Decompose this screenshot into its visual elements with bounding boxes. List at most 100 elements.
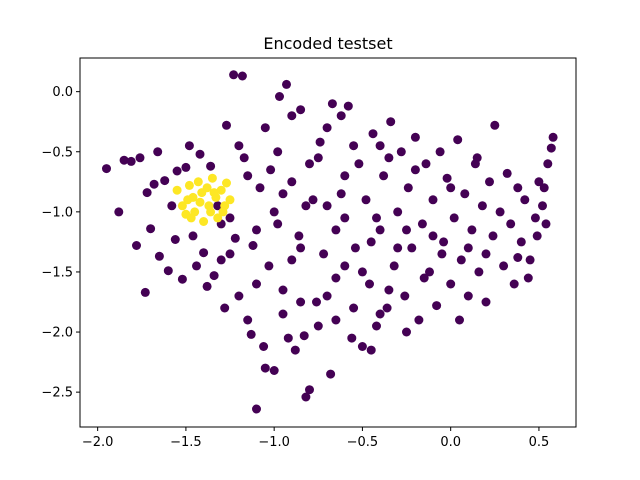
data-point-0-17 (177, 274, 187, 284)
data-point-1-13 (213, 213, 223, 223)
data-point-0-4 (132, 241, 141, 250)
data-point-0-59 (308, 195, 318, 205)
data-point-0-108 (481, 249, 491, 259)
data-point-0-117 (513, 183, 523, 193)
data-point-0-10 (153, 147, 163, 157)
data-point-0-106 (474, 267, 484, 277)
data-point-0-171 (366, 345, 376, 355)
data-point-0-66 (331, 273, 341, 283)
data-point-0-56 (299, 331, 309, 341)
x-tick-label: −1.0 (258, 435, 290, 450)
data-point-0-30 (222, 120, 231, 130)
data-point-0-149 (437, 249, 447, 259)
data-point-0-103 (463, 291, 473, 301)
data-point-0-145 (296, 243, 306, 253)
data-point-0-146 (331, 225, 341, 235)
data-point-0-18 (181, 162, 191, 172)
data-point-0-62 (319, 249, 329, 259)
data-point-0-49 (278, 285, 288, 295)
axes-frame (79, 57, 577, 428)
data-point-0-9 (149, 179, 159, 189)
data-point-1-3 (184, 180, 194, 190)
data-point-0-119 (520, 195, 530, 205)
data-point-0-91 (421, 159, 431, 169)
data-point-0-47 (273, 219, 283, 229)
data-point-0-42 (259, 342, 269, 351)
data-point-0-53 (290, 345, 300, 355)
y-axis: 0.0 −0.5 −1.0 −1.5 −2.0 −2.5 (41, 85, 80, 401)
data-point-0-152 (313, 321, 323, 331)
data-point-1-7 (195, 197, 205, 207)
data-point-0-63 (322, 201, 332, 211)
data-point-0-12 (160, 176, 170, 186)
data-point-0-143 (472, 153, 482, 163)
data-point-0-85 (400, 291, 410, 301)
data-point-0-138 (305, 159, 314, 169)
data-point-1-18 (186, 213, 196, 223)
data-point-0-123 (538, 201, 547, 211)
data-point-0-48 (275, 92, 284, 101)
data-point-0-154 (384, 285, 394, 295)
data-point-0-43 (260, 363, 270, 373)
data-point-1-19 (206, 207, 216, 217)
x-tick-label: −0.5 (347, 435, 379, 450)
data-point-0-13 (163, 266, 173, 276)
data-point-0-37 (243, 315, 253, 325)
data-point-0-111 (490, 120, 500, 130)
data-point-0-77 (372, 321, 381, 331)
x-tick-label: −1.5 (170, 435, 202, 450)
data-point-0-178 (336, 189, 346, 199)
data-point-0-61 (315, 137, 325, 147)
data-point-0-126 (546, 143, 556, 153)
data-point-0-27 (213, 201, 223, 211)
data-point-0-95 (435, 147, 445, 157)
data-point-0-32 (229, 70, 239, 80)
data-point-0-16 (172, 166, 182, 176)
y-tick-label: −2.5 (41, 386, 73, 401)
data-point-0-88 (410, 132, 420, 142)
data-point-0-22 (195, 149, 205, 159)
data-point-0-69 (343, 101, 353, 111)
data-point-0-72 (354, 159, 364, 169)
data-point-0-99 (449, 213, 459, 223)
data-point-1-1 (177, 201, 187, 211)
data-point-0-97 (442, 173, 452, 183)
data-point-0-112 (495, 207, 505, 217)
data-point-0-168 (455, 315, 464, 325)
data-point-0-64 (326, 369, 336, 379)
data-point-0-144 (269, 207, 279, 217)
data-point-0-55 (296, 105, 306, 115)
data-point-0-98 (446, 279, 456, 289)
y-tick-label: −1.5 (41, 265, 73, 280)
data-point-0-139 (340, 171, 350, 181)
data-point-0-82 (389, 261, 399, 271)
data-point-0-156 (234, 141, 244, 151)
data-point-0-0 (102, 164, 111, 174)
data-point-0-81 (386, 117, 396, 127)
data-point-0-153 (349, 303, 359, 313)
x-tick-label: 0.5 (529, 435, 550, 450)
data-point-1-6 (193, 177, 203, 187)
data-point-0-84 (396, 147, 406, 157)
data-point-0-163 (252, 225, 261, 235)
data-point-0-31 (225, 213, 235, 223)
data-point-0-177 (301, 201, 311, 211)
data-point-0-71 (350, 243, 360, 253)
data-point-0-162 (225, 249, 235, 259)
data-point-0-73 (357, 342, 367, 351)
data-point-0-179 (372, 213, 381, 223)
data-point-0-176 (273, 147, 283, 157)
data-point-1-20 (218, 207, 228, 217)
data-point-0-86 (403, 183, 413, 193)
x-tick-label: −2.0 (82, 435, 114, 450)
data-point-0-78 (375, 225, 385, 235)
data-point-0-114 (502, 168, 512, 178)
data-point-0-8 (146, 224, 156, 234)
data-point-0-51 (283, 333, 293, 343)
data-point-0-29 (220, 303, 230, 313)
data-point-0-36 (239, 153, 249, 163)
data-point-0-159 (322, 123, 332, 133)
data-point-0-20 (188, 231, 198, 241)
data-point-0-128 (539, 183, 549, 193)
data-point-0-6 (140, 287, 150, 297)
